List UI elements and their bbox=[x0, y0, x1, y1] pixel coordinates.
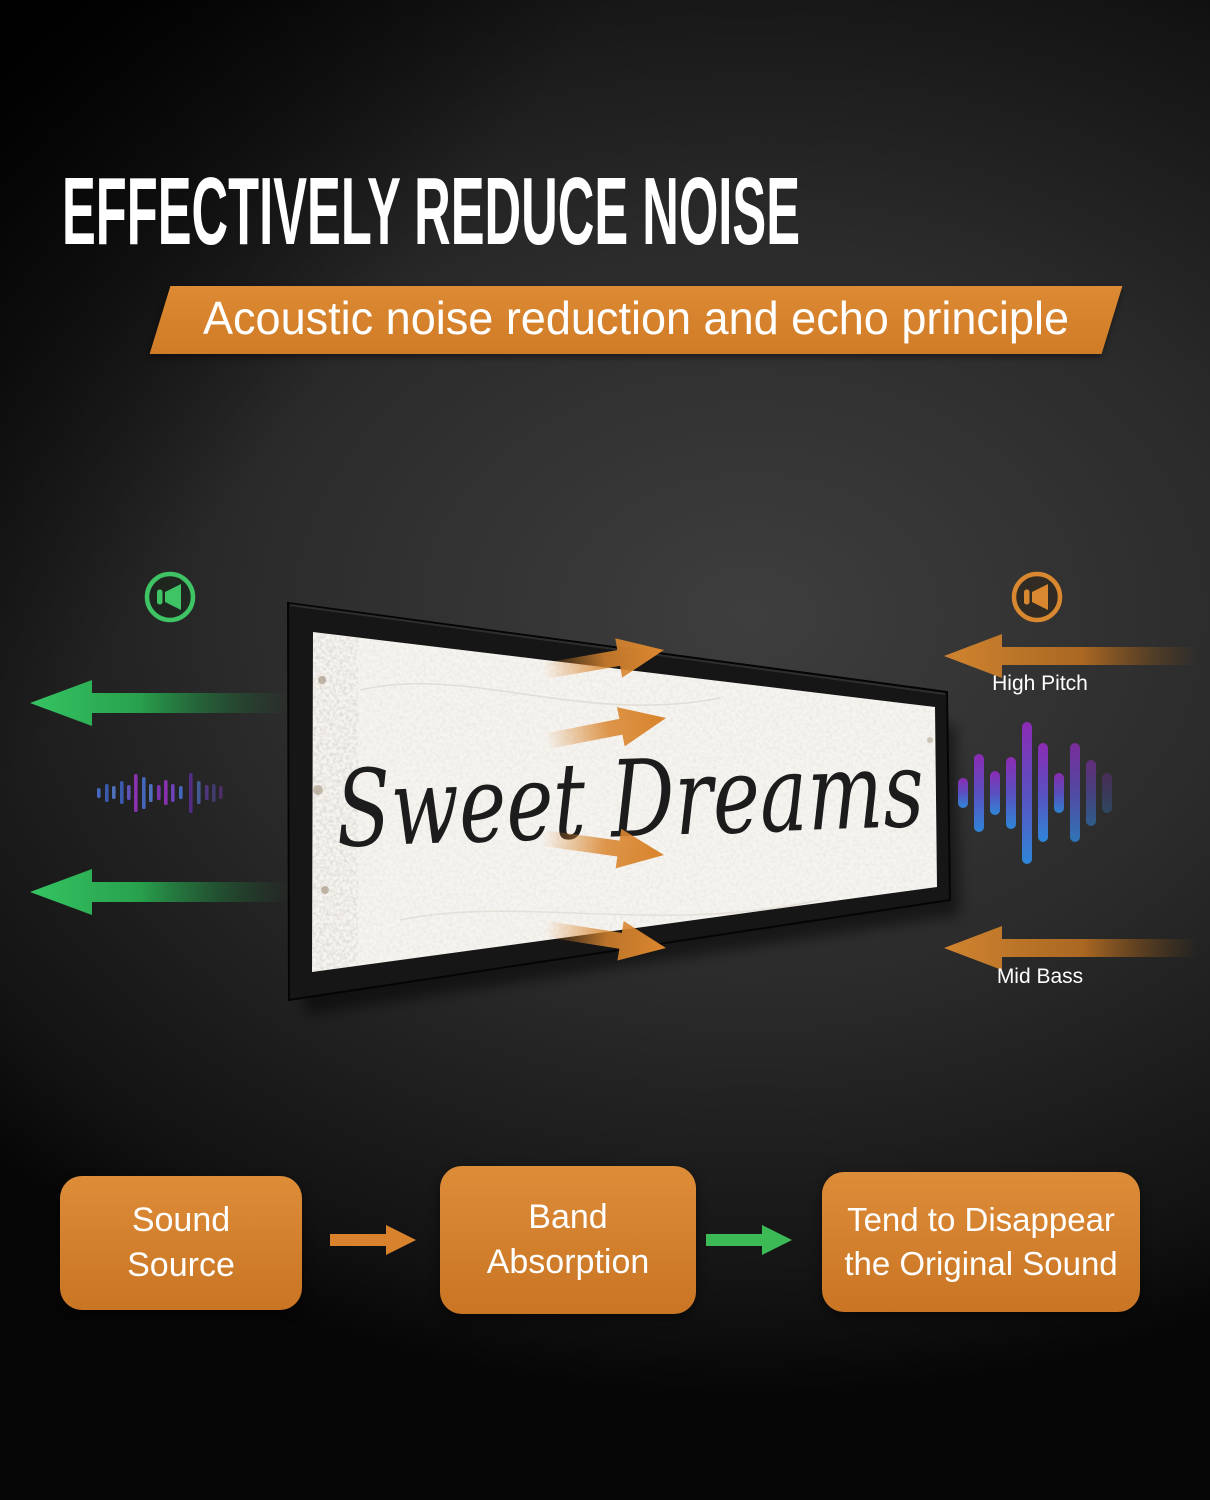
flow-step-line: Tend to Disappear bbox=[847, 1201, 1115, 1239]
flow-step-band-absorption: Band Absorption bbox=[440, 1166, 696, 1314]
waveform-large-icon bbox=[958, 722, 1112, 864]
title-block: EFFECTIVELY REDUCE NOISE bbox=[62, 158, 800, 265]
flow-step-line: Source bbox=[127, 1246, 235, 1284]
speaker-icon-orange bbox=[1011, 571, 1063, 623]
acoustic-diagram: Sweet Dreams High Pitch Mid Bass bbox=[30, 571, 1198, 1015]
flow-step-disappear-sound: Tend to Disappear the Original Sound bbox=[822, 1172, 1140, 1312]
flow-connector-orange-arrow bbox=[330, 1225, 416, 1255]
waveform-small-icon bbox=[97, 773, 223, 813]
flow-step-line: the Original Sound bbox=[844, 1245, 1118, 1282]
high-pitch-label: High Pitch bbox=[992, 672, 1088, 695]
flow-step-line: Absorption bbox=[486, 1243, 650, 1281]
mid-bass-label: Mid Bass bbox=[997, 965, 1083, 988]
speaker-icon-green bbox=[144, 571, 196, 623]
green-arrow-top bbox=[30, 680, 292, 726]
high-pitch-arrow bbox=[944, 634, 1198, 678]
page-title: EFFECTIVELY REDUCE NOISE bbox=[62, 158, 800, 265]
flow-step-line: Sound bbox=[131, 1201, 231, 1240]
flow-connector-green-arrow bbox=[706, 1225, 792, 1255]
flow-step-sound-source: Sound Source bbox=[60, 1176, 302, 1310]
flow-step-line: Band bbox=[528, 1198, 608, 1237]
green-arrow-bottom bbox=[30, 869, 292, 915]
mid-bass-arrow bbox=[944, 926, 1198, 970]
banner-text-layer: Acoustic noise reduction and echo princi… bbox=[203, 292, 1069, 344]
banner-text: Acoustic noise reduction and echo princi… bbox=[203, 292, 1069, 344]
